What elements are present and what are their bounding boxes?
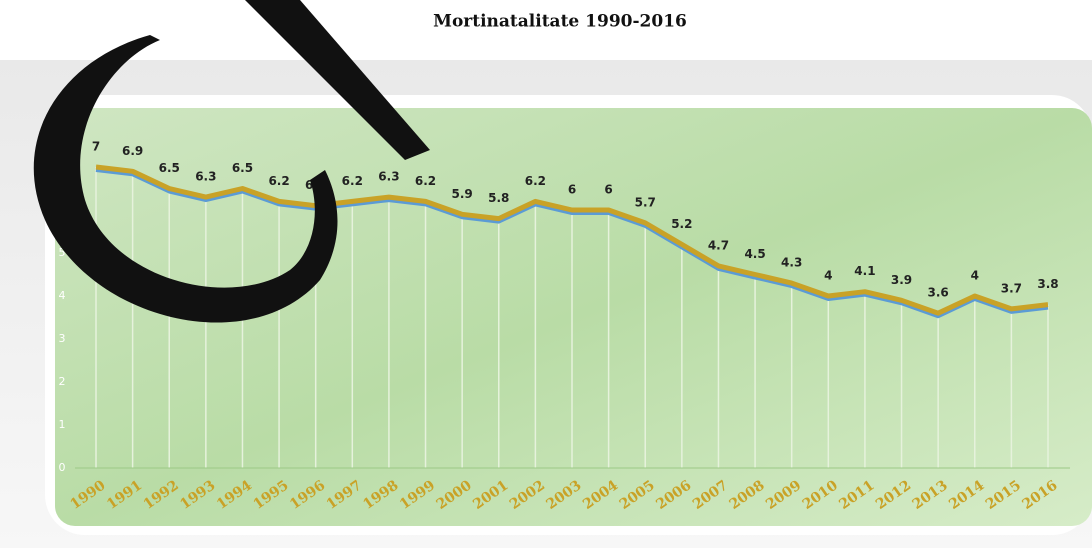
data-label: 6.3 <box>195 170 216 184</box>
data-label: 3.6 <box>928 286 949 300</box>
data-label: 4.5 <box>744 247 765 261</box>
data-label: 5.2 <box>671 217 692 231</box>
line-shadow <box>95 168 1049 319</box>
data-label: 6.5 <box>159 161 180 175</box>
decoration-arc <box>33 35 338 323</box>
y-tick-label: 0 <box>59 461 66 474</box>
data-label: 5.8 <box>488 191 509 205</box>
data-label: 6.2 <box>415 174 436 188</box>
y-tick-label: 5 <box>59 246 66 259</box>
data-label: 3.7 <box>1001 281 1022 295</box>
data-label: 6.9 <box>122 144 143 158</box>
data-label: 4 <box>971 269 979 283</box>
y-tick-label: 2 <box>59 375 66 388</box>
data-label: 4.1 <box>854 264 875 278</box>
data-label: 6.3 <box>378 170 399 184</box>
data-label: 6.2 <box>525 174 546 188</box>
data-label: 6.2 <box>342 174 363 188</box>
data-label: 6.5 <box>232 161 253 175</box>
decoration-bar <box>245 0 430 160</box>
data-label: 4 <box>824 269 832 283</box>
data-label: 6.2 <box>268 174 289 188</box>
y-tick-label: 4 <box>59 289 66 302</box>
data-label: 3.9 <box>891 273 912 287</box>
data-label: 6 <box>568 183 576 197</box>
data-label: 4.7 <box>708 238 729 252</box>
y-tick-label: 3 <box>59 332 66 345</box>
data-label: 3.8 <box>1037 277 1058 291</box>
y-tick-label: 1 <box>59 418 66 431</box>
data-label: 4.3 <box>781 256 802 270</box>
data-label: 5.7 <box>635 195 656 209</box>
data-label: 5.9 <box>452 187 473 201</box>
data-label: 7 <box>92 140 100 154</box>
plot-area <box>55 108 1092 526</box>
data-label: 6 <box>604 183 612 197</box>
line <box>95 164 1049 316</box>
chart-title: Mortinatalitate 1990-2016 <box>433 12 687 32</box>
